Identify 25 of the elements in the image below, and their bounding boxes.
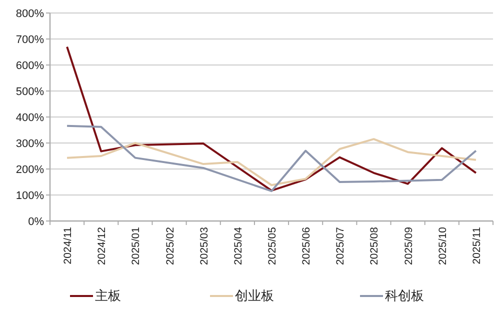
y-tick-label: 100%: [16, 190, 44, 202]
y-tick-label: 0%: [28, 216, 44, 228]
y-tick-label: 800%: [16, 8, 44, 20]
x-tick-label: 2025/04: [232, 226, 244, 265]
x-tick-label: 2024/12: [96, 226, 108, 265]
y-tick-label: 700%: [16, 34, 44, 46]
x-tick-label: 2025/06: [300, 226, 313, 265]
x-tick-label: 2025/02: [164, 226, 176, 265]
x-tick-label: 2025/11: [470, 226, 483, 264]
x-tick-label: 2025/05: [266, 226, 278, 265]
y-tick-label: 200%: [16, 164, 44, 176]
x-tick-label: 2025/01: [130, 226, 142, 265]
x-tick-label: 2025/09: [402, 226, 415, 265]
y-tick-label: 500%: [16, 86, 44, 98]
y-tick-label: 600%: [16, 60, 44, 72]
y-tick-label: 400%: [16, 112, 44, 124]
x-tick-label: 2025/03: [198, 226, 210, 265]
x-tick-label: 2024/11: [62, 226, 74, 264]
legend-label: 主板: [95, 288, 121, 303]
x-tick-label: 2025/10: [436, 226, 449, 265]
legend-label: 科创板: [385, 288, 424, 303]
legend-label: 创业板: [235, 288, 274, 303]
y-tick-label: 300%: [16, 138, 44, 150]
x-tick-label: 2025/07: [334, 226, 347, 265]
x-tick-label: 2025/08: [368, 226, 381, 265]
